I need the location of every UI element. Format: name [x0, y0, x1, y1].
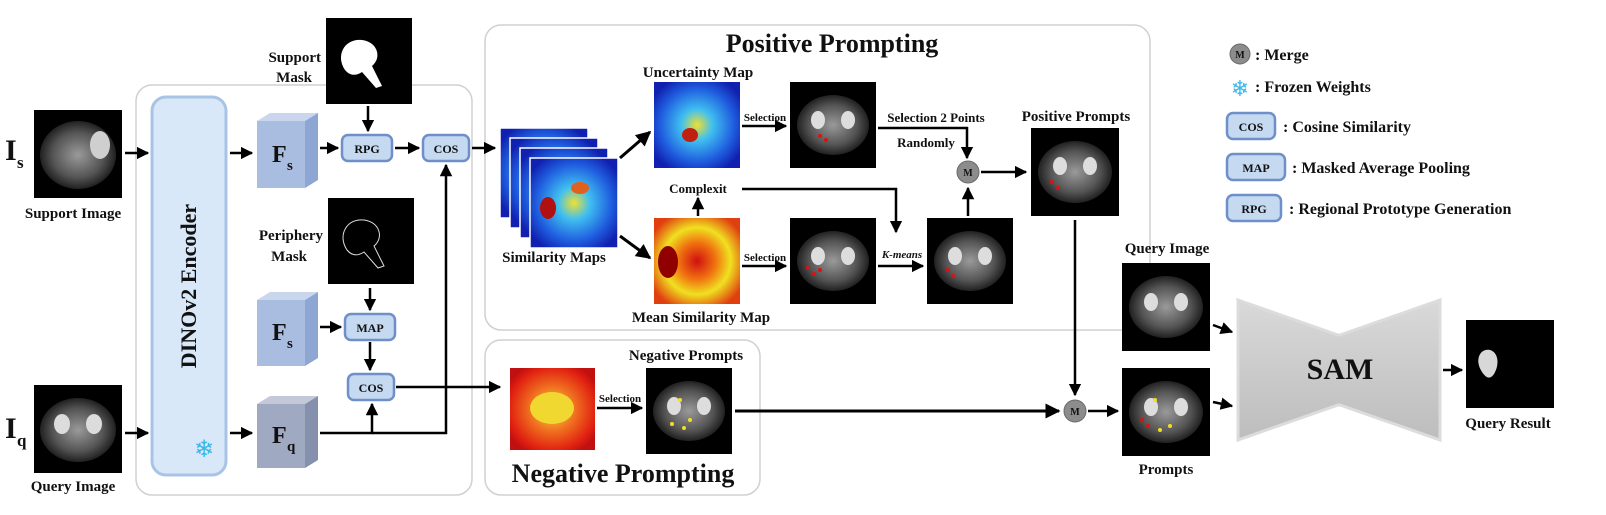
legend-merge-symbol: M — [1235, 50, 1245, 61]
query-image-caption: Query Image — [31, 479, 116, 495]
cos-top-op: COS — [423, 135, 469, 161]
selection-top-image — [790, 82, 876, 168]
fq-subscript: q — [287, 439, 296, 455]
legend-map-key: MAP — [1242, 161, 1269, 175]
arrow-query-to-sam — [1213, 325, 1232, 332]
fs-top-subscript: s — [287, 158, 293, 174]
map-op: MAP — [345, 314, 395, 340]
periphery-mask-label-line1: Periphery — [259, 228, 324, 244]
legend-rpg-text: : Regional Prototype Generation — [1289, 201, 1511, 218]
negative-prompts-label: Negative Prompts — [629, 348, 743, 364]
legend-snowflake-icon: ❄ — [1231, 77, 1249, 102]
periphery-mask-image — [328, 198, 414, 284]
support-image-organ-detail — [90, 131, 110, 159]
fs-mid-symbol: F — [272, 320, 287, 346]
rpg-op: RPG — [342, 135, 392, 161]
query-symbol: I — [5, 412, 17, 445]
query-image-kidney-left — [54, 414, 70, 434]
positive-prompting-title: Positive Prompting — [726, 29, 939, 58]
query-input: I q Query Image — [5, 385, 122, 495]
legend-cos-text: : Cosine Similarity — [1283, 119, 1411, 136]
rpg-label: RPG — [354, 142, 379, 156]
query-image-organ — [40, 398, 116, 462]
support-symbol: I — [5, 134, 17, 167]
legend-map: MAP : Masked Average Pooling — [1227, 154, 1470, 180]
negative-prompting-title: Negative Prompting — [512, 459, 735, 488]
cos-bottom-op: COS — [348, 374, 394, 400]
legend: M : Merge ❄ : Frozen Weights COS : Cosin… — [1227, 44, 1511, 221]
kmeans-image — [927, 218, 1013, 304]
support-mask-label-line1: Support — [268, 50, 321, 66]
legend-frozen: ❄ : Frozen Weights — [1231, 77, 1371, 102]
legend-rpg: RPG : Regional Prototype Generation — [1227, 195, 1511, 221]
similarity-maps-label: Similarity Maps — [502, 250, 606, 266]
query-result-image — [1466, 320, 1554, 408]
support-mask-label-line2: Mask — [276, 70, 312, 86]
prompts-label: Prompts — [1139, 462, 1194, 478]
feature-fs-top: F s — [257, 113, 318, 188]
selection-top-label: Selection — [744, 112, 786, 124]
legend-rpg-key: RPG — [1241, 202, 1266, 216]
legend-cos: COS : Cosine Similarity — [1227, 113, 1411, 139]
negative-heatmap-center — [530, 392, 574, 424]
fs-top-symbol: F — [272, 142, 287, 168]
positive-prompts-label: Positive Prompts — [1022, 109, 1131, 125]
feature-fs-mid: F s — [257, 292, 318, 366]
negative-selection-label: Selection — [599, 393, 641, 405]
uncertainty-map-image — [654, 82, 740, 168]
legend-merge-text: : Merge — [1255, 47, 1309, 64]
merge-bottom-symbol: M — [1070, 407, 1080, 418]
query-subscript: q — [17, 431, 27, 450]
complexit-label: Complexit — [669, 181, 727, 196]
legend-frozen-text: : Frozen Weights — [1255, 79, 1371, 96]
query-result-label: Query Result — [1465, 416, 1550, 432]
merge-top-symbol: M — [963, 168, 973, 179]
selection-bottom-image — [790, 218, 876, 304]
sam-label: SAM — [1307, 353, 1374, 386]
support-input: I s Support Image — [5, 110, 122, 222]
arrow-prompts-to-sam — [1213, 402, 1232, 406]
legend-merge: M : Merge — [1230, 44, 1309, 64]
randomly-label: Randomly — [897, 135, 955, 150]
support-subscript: s — [17, 153, 24, 172]
feature-fq: F q — [257, 396, 318, 468]
fq-symbol: F — [272, 423, 287, 449]
selection-2-points-label: Selection 2 Points — [887, 110, 985, 125]
prompts-image — [1122, 368, 1210, 456]
fs-mid-subscript: s — [287, 336, 293, 352]
merge-bottom: M — [1064, 400, 1086, 422]
positive-prompts-image — [1031, 128, 1119, 216]
mean-similarity-hotspot — [658, 246, 678, 278]
map-label: MAP — [356, 321, 383, 335]
legend-cos-key: COS — [1239, 120, 1264, 134]
uncertainty-map-label: Uncertainty Map — [643, 65, 753, 81]
snowflake-icon: ❄ — [194, 435, 214, 463]
merge-top: M — [957, 161, 979, 183]
query-image-kidney-right — [86, 414, 102, 434]
support-image-caption: Support Image — [25, 206, 122, 222]
encoder-label: DINOv2 Encoder — [176, 204, 201, 369]
cos-top-label: COS — [434, 142, 459, 156]
kmeans-label: K-means — [881, 249, 922, 261]
legend-map-text: : Masked Average Pooling — [1292, 160, 1470, 177]
query-image-right-label: Query Image — [1125, 241, 1210, 257]
query-image-right — [1122, 263, 1210, 351]
periphery-mask-label-line2: Mask — [271, 249, 307, 265]
negative-prompts-image — [646, 368, 732, 454]
cos-bottom-label: COS — [359, 381, 384, 395]
selection-bottom-label: Selection — [744, 252, 786, 264]
uncertainty-hotspot — [682, 128, 698, 142]
mean-similarity-map-label: Mean Similarity Map — [632, 310, 770, 326]
